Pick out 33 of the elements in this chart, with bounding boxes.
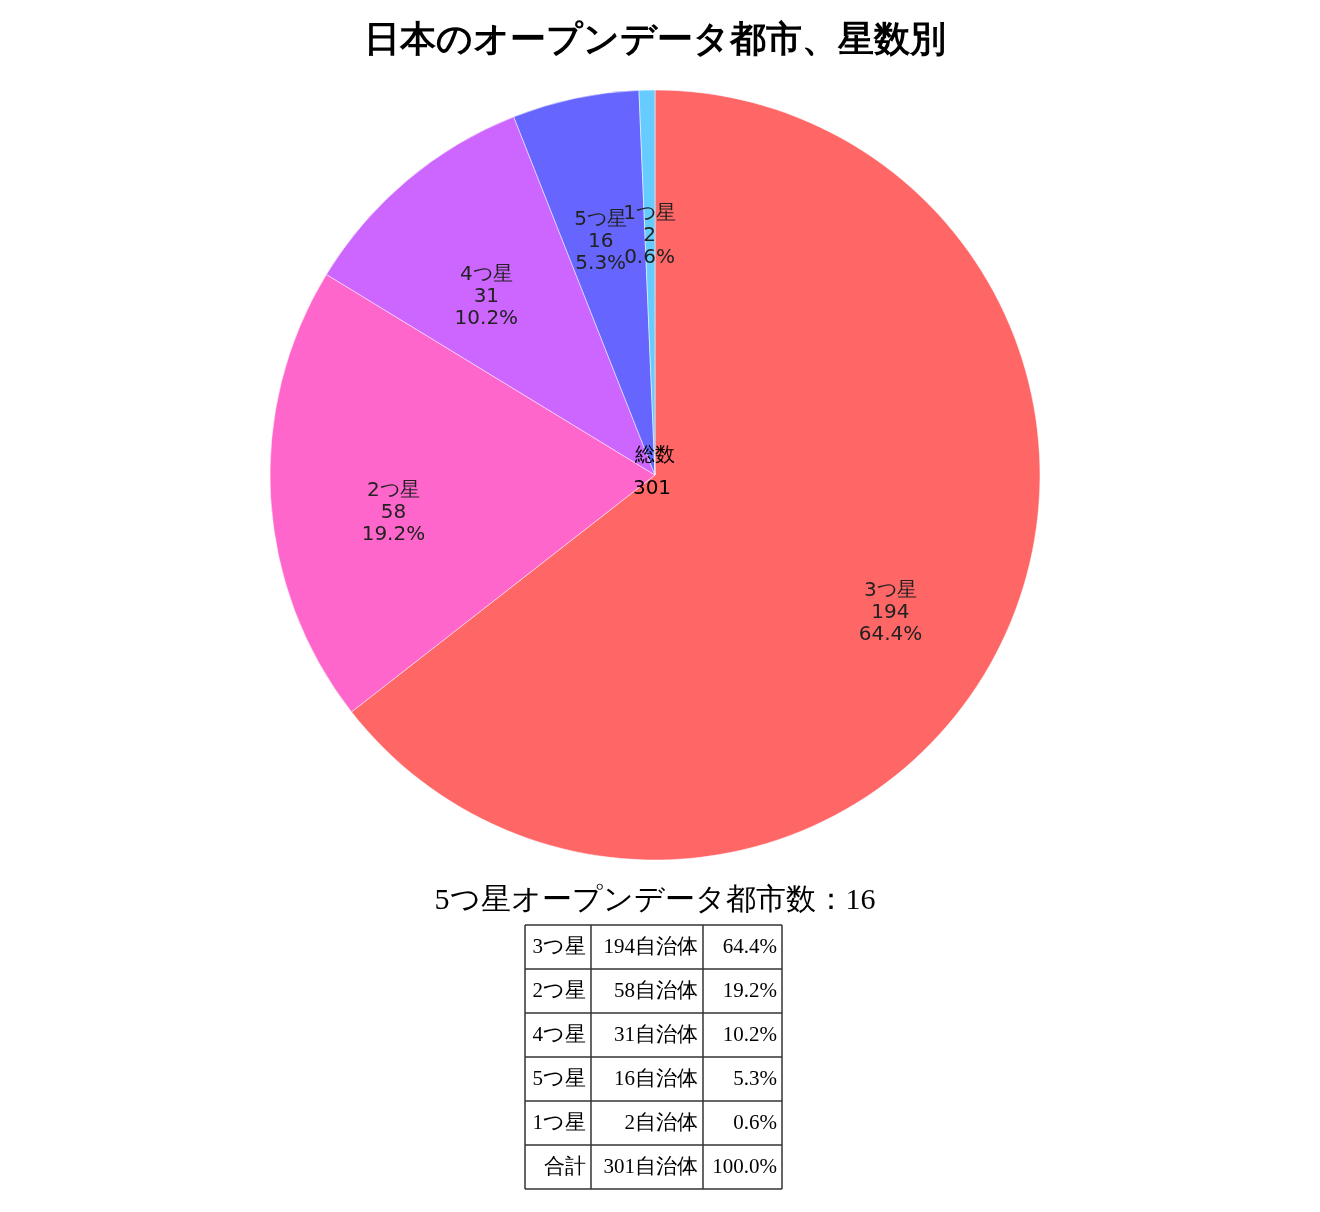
text: 100.0% [712, 1154, 777, 1178]
data-label: 31 [473, 283, 500, 308]
text: 10.2% [722, 1022, 777, 1046]
text: 1つ星 [532, 1110, 586, 1134]
text: 5つ星オープンデータ都市数：16 [434, 882, 876, 915]
text: 2つ星 [532, 978, 586, 1002]
text: 31自治体 [614, 1022, 698, 1046]
slice-label: 3つ星 [864, 576, 917, 601]
text: 10.2% [454, 305, 519, 330]
text: 194自治体 [603, 934, 698, 958]
data-label: 16 [587, 227, 614, 252]
text: 16自治体 [614, 1066, 698, 1090]
text: 0.6% [733, 1110, 777, 1134]
data-label: 2 [643, 222, 656, 247]
text: 58自治体 [614, 978, 698, 1002]
text: 3つ星 [532, 934, 586, 958]
data-label: 194 [871, 598, 910, 623]
text: 5つ星 [532, 1066, 586, 1090]
slice-label: 2つ星 [367, 477, 420, 502]
text: 合計 [544, 1154, 586, 1178]
text: 総数 [634, 442, 675, 466]
text: 64.4% [722, 934, 777, 958]
text: 301自治体 [603, 1154, 698, 1178]
text: 5.3% [733, 1066, 777, 1090]
text: 301 [632, 475, 672, 499]
chart-title: 日本のオープンデータ都市、星数別 [364, 19, 946, 59]
slice-label: 4つ星 [459, 261, 513, 286]
text: 19.2% [361, 521, 426, 546]
text: 19.2% [722, 978, 777, 1002]
text: 4つ星 [532, 1022, 586, 1046]
text: 2自治体 [624, 1110, 698, 1134]
data-label: 58 [380, 499, 407, 524]
text: 64.4% [858, 620, 923, 645]
